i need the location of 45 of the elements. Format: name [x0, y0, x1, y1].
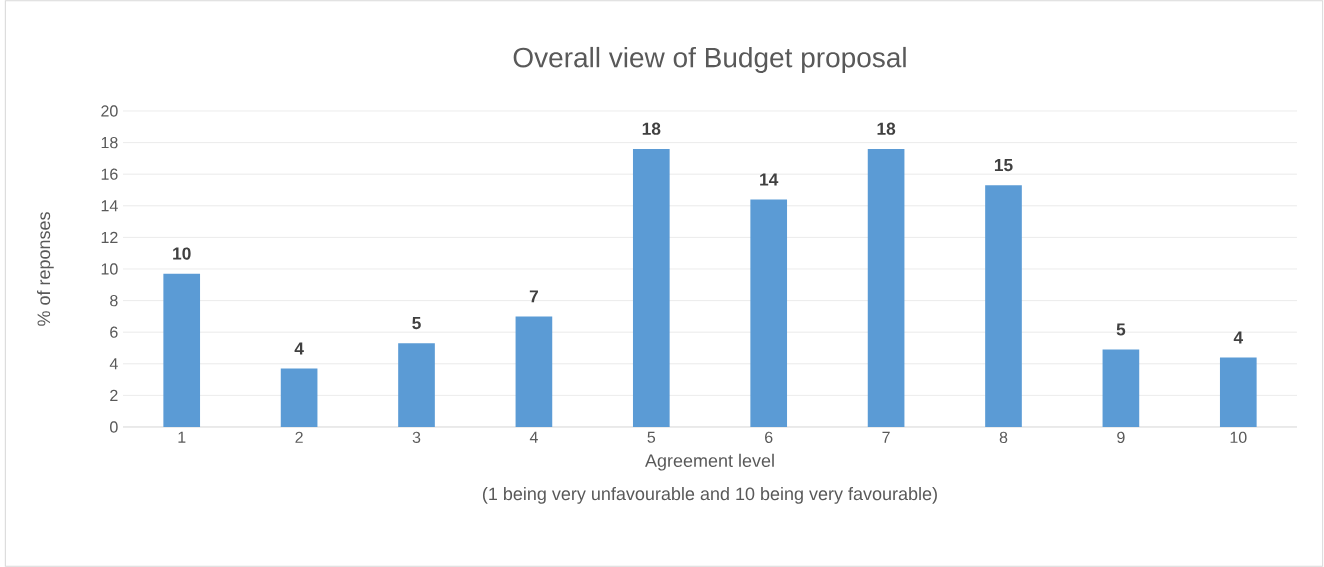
y-tick-label: 4: [109, 358, 118, 370]
x-tick-label: 9: [1117, 431, 1125, 444]
x-tick-label: 10: [1230, 431, 1247, 444]
data-label: 14: [760, 173, 779, 186]
bar: [515, 316, 553, 427]
bar: [985, 185, 1022, 427]
bar: [750, 199, 788, 427]
data-label: 18: [877, 122, 896, 135]
bar: [280, 368, 318, 427]
data-label: 5: [1116, 323, 1126, 336]
data-label: 7: [529, 290, 538, 303]
chart-title: Overall view of Budget proposal: [513, 46, 906, 73]
y-tick-label: 8: [110, 294, 118, 307]
x-tick-label: 6: [765, 431, 773, 444]
data-label: 4: [294, 342, 304, 355]
data-label: 10: [173, 247, 191, 260]
data-label: 4: [1233, 331, 1244, 344]
data-label: 18: [642, 122, 661, 135]
data-label: 15: [994, 159, 1013, 172]
bar: [398, 343, 435, 427]
bar: [163, 273, 201, 427]
x-tick-label: 5: [647, 431, 656, 443]
bar: [867, 148, 905, 427]
y-axis-title: % of reponses: [36, 212, 54, 326]
x-axis-title: Agreement level: [645, 453, 774, 471]
x-tick-label: 1: [178, 431, 186, 443]
x-tick-label: 2: [295, 431, 303, 443]
data-label: 5: [412, 317, 421, 330]
y-tick-label: 10: [101, 263, 118, 275]
y-tick-label: 0: [110, 421, 118, 433]
bar: [1102, 349, 1140, 427]
y-tick-label: 2: [110, 389, 118, 401]
y-tick-label: 6: [110, 326, 118, 338]
x-tick-label: 8: [999, 431, 1008, 444]
x-tick-label: 7: [882, 431, 890, 443]
bar: [1219, 357, 1257, 427]
x-tick-label: 4: [529, 431, 538, 443]
bar: [632, 148, 670, 427]
x-tick-label: 3: [412, 431, 421, 444]
y-tick-label: 16: [101, 168, 118, 180]
text: (1 being very unfavourable and 10 being very favourable): [482, 486, 937, 504]
y-tick-label: 12: [101, 231, 118, 243]
y-tick-label: 18: [101, 136, 118, 149]
y-tick-label: 14: [101, 200, 118, 212]
y-tick-label: 20: [101, 105, 118, 117]
